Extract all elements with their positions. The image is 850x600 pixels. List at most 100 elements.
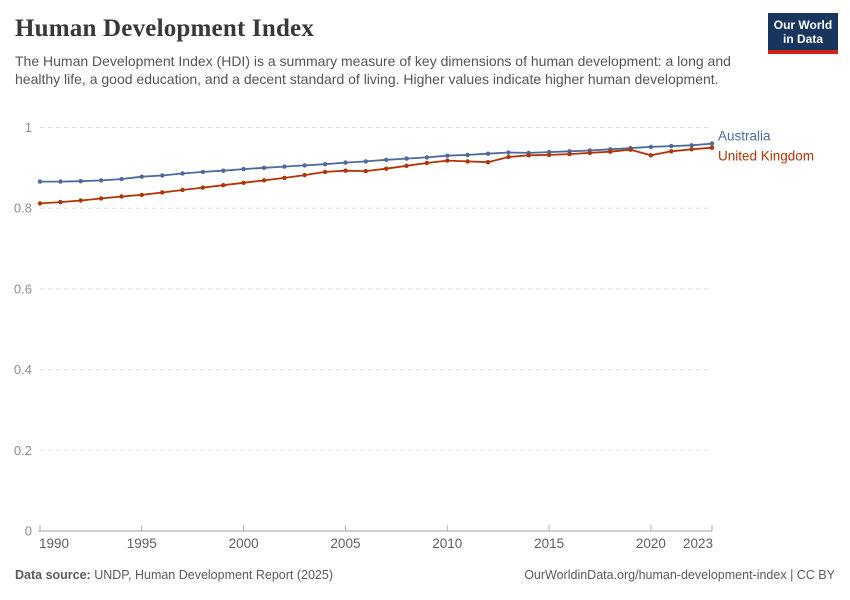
data-point	[546, 152, 552, 158]
x-tick-label: 2000	[229, 536, 259, 551]
chart-subtitle: The Human Development Index (HDI) is a s…	[15, 53, 731, 87]
data-point	[669, 143, 674, 149]
data-point	[180, 187, 185, 193]
owid-logo-stripe	[768, 50, 838, 54]
x-tick-label: 2010	[432, 536, 462, 551]
data-point	[648, 153, 654, 158]
data-point	[78, 198, 83, 203]
data-point	[709, 145, 715, 150]
data-point	[241, 180, 246, 185]
data-point	[282, 175, 287, 181]
data-point	[302, 163, 307, 168]
data-point	[160, 173, 165, 178]
owid-logo[interactable]: Our World in Data	[768, 13, 838, 54]
y-tick-label: 0.4	[14, 362, 32, 377]
data-point	[526, 153, 531, 158]
data-point	[384, 166, 389, 171]
data-point	[567, 151, 572, 157]
data-point	[689, 147, 694, 152]
data-point	[37, 179, 43, 184]
x-tick-label: 1990	[39, 536, 69, 551]
data-point	[363, 159, 368, 164]
data-point	[485, 151, 491, 156]
data-point	[465, 159, 470, 164]
series-line-australia	[40, 142, 713, 183]
chart-footer: Data source: UNDP, Human Development Rep…	[15, 568, 835, 582]
data-point	[424, 160, 430, 166]
data-point	[363, 168, 368, 174]
data-point	[221, 183, 226, 188]
data-point	[119, 176, 124, 182]
legend-label-united-kingdom[interactable]: United Kingdom	[718, 149, 814, 164]
data-source-text: UNDP, Human Development Report (2025)	[90, 568, 333, 582]
legend-label-australia[interactable]: Australia	[718, 129, 771, 144]
data-point	[98, 178, 104, 183]
data-point	[322, 162, 328, 167]
data-point	[424, 155, 430, 160]
data-point	[98, 196, 104, 201]
x-tick-label: 2023	[683, 536, 713, 551]
data-point	[160, 190, 165, 195]
data-point	[445, 153, 450, 158]
data-point	[445, 158, 450, 163]
y-tick-label: 0.6	[14, 281, 32, 296]
page-title: Human Development Index	[15, 15, 315, 42]
data-point	[648, 144, 654, 150]
series-australia[interactable]: Australia	[37, 129, 771, 184]
data-point	[404, 156, 409, 161]
data-point	[669, 149, 674, 154]
x-axis: 1990 1995 2000 2005 2010 2015 2020 2023	[39, 525, 713, 551]
y-axis: 0 0.2 0.4 0.6 0.8 1	[14, 120, 712, 539]
data-point	[322, 169, 328, 175]
data-point	[343, 168, 348, 173]
data-point	[689, 143, 694, 148]
data-point	[628, 147, 633, 152]
data-point	[37, 201, 43, 206]
owid-logo-box: Our World in Data	[768, 13, 838, 50]
data-point	[709, 141, 715, 146]
data-point	[302, 172, 307, 178]
x-tick-label: 2020	[636, 536, 666, 551]
data-point	[261, 165, 267, 170]
data-point	[200, 169, 206, 175]
data-point	[282, 164, 287, 169]
x-tick-label: 2015	[534, 536, 564, 551]
data-point	[58, 199, 63, 205]
y-tick-label: 0.8	[14, 201, 32, 216]
data-point	[58, 179, 63, 184]
owid-logo-line1: Our World	[773, 18, 833, 32]
data-point	[506, 150, 511, 155]
owid-credit-link[interactable]: OurWorldinData.org/human-development-ind…	[524, 568, 835, 582]
x-tick-label: 1995	[127, 536, 157, 551]
series-united-kingdom[interactable]: United Kingdom	[37, 145, 814, 206]
data-point	[261, 178, 267, 183]
data-source-label: Data source:	[15, 568, 91, 582]
data-point	[200, 185, 206, 190]
data-point	[587, 150, 592, 156]
data-point	[608, 149, 613, 154]
data-point	[506, 154, 511, 160]
data-point	[139, 192, 144, 198]
data-point	[139, 174, 144, 179]
y-tick-label: 0.2	[14, 443, 32, 458]
chart-header: Human Development Index The Human Develo…	[15, 14, 835, 88]
y-tick-label: 0	[25, 524, 32, 539]
data-point	[241, 166, 246, 172]
data-point	[404, 163, 409, 168]
data-point	[180, 171, 185, 176]
owid-logo-line2: in Data	[782, 32, 823, 46]
data-point	[465, 152, 470, 158]
data-point	[78, 179, 83, 184]
y-tick-label: 1	[25, 120, 32, 135]
x-tick-label: 2005	[330, 536, 360, 551]
data-point	[384, 157, 389, 162]
data-point	[485, 160, 491, 165]
series-line-united-kingdom	[39, 146, 713, 205]
data-point	[119, 194, 124, 199]
data-point	[221, 168, 226, 173]
data-source: Data source: UNDP, Human Development Rep…	[15, 568, 333, 582]
data-point	[343, 160, 348, 165]
